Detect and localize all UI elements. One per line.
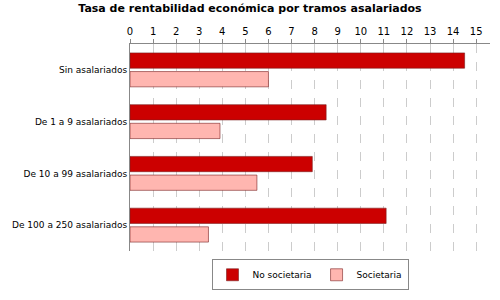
svg-text:14: 14: [447, 26, 460, 37]
svg-text:De 10 a 99 asalariados: De 10 a 99 asalariados: [23, 169, 127, 179]
svg-text:Tasa de rentabilidad económica: Tasa de rentabilidad económica por tramo…: [78, 2, 422, 15]
svg-text:0: 0: [127, 26, 133, 37]
svg-text:5: 5: [242, 26, 248, 37]
svg-text:7: 7: [288, 26, 294, 37]
svg-text:No societaria: No societaria: [253, 270, 312, 280]
svg-text:De 1 a 9 asalariados: De 1 a 9 asalariados: [35, 117, 128, 127]
svg-text:8: 8: [311, 26, 317, 37]
svg-text:De 100 a 250 asalariados: De 100 a 250 asalariados: [12, 220, 127, 230]
svg-text:2: 2: [173, 26, 179, 37]
svg-text:13: 13: [424, 26, 437, 37]
svg-text:11: 11: [377, 26, 390, 37]
svg-text:3: 3: [196, 26, 202, 37]
svg-text:1: 1: [150, 26, 156, 37]
svg-text:15: 15: [470, 26, 483, 37]
svg-text:Societaria: Societaria: [357, 270, 402, 280]
svg-text:10: 10: [354, 26, 367, 37]
svg-text:Sin asalariados: Sin asalariados: [59, 65, 127, 75]
svg-text:12: 12: [401, 26, 414, 37]
svg-text:9: 9: [335, 26, 341, 37]
svg-text:4: 4: [219, 26, 225, 37]
svg-text:6: 6: [265, 26, 271, 37]
